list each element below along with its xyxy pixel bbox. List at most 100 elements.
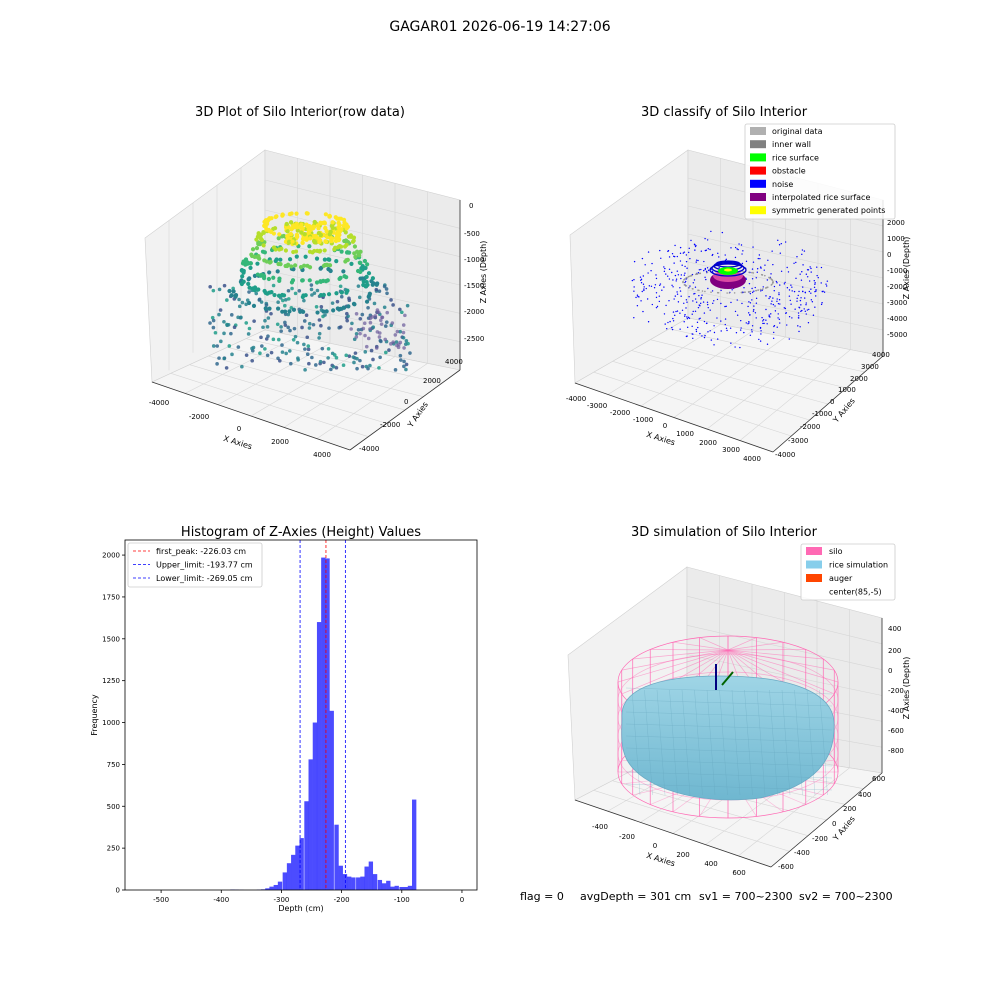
- noise-point: [802, 264, 804, 266]
- inner-wall-point: [751, 271, 753, 274]
- panel1-y-tick: 0: [404, 398, 408, 406]
- noise-point: [751, 299, 753, 301]
- raw-point: [295, 228, 300, 233]
- noise-point: [734, 346, 736, 348]
- raw-point: [227, 288, 232, 294]
- noise-point: [783, 307, 785, 309]
- noise-point: [668, 268, 671, 270]
- noise-point: [763, 322, 765, 325]
- noise-point: [747, 305, 749, 308]
- panel1-gridlines: [168, 158, 461, 439]
- raw-point: [323, 225, 328, 231]
- raw-point: [341, 269, 346, 274]
- noise-point: [774, 310, 777, 312]
- noise-point: [769, 296, 771, 298]
- raw-point: [285, 229, 290, 234]
- legend-swatch: [750, 140, 766, 149]
- raw-point: [247, 285, 252, 290]
- noise-point: [692, 300, 694, 302]
- panel4-x-tick: 0: [653, 842, 657, 850]
- raw-point: [391, 303, 395, 307]
- raw-point: [372, 301, 377, 306]
- panel2-x-ticks: -4000 -3000 -2000 -1000 0 1000 2000 3000…: [566, 395, 761, 463]
- raw-point: [357, 295, 362, 300]
- noise-point: [713, 300, 715, 302]
- raw-point: [302, 263, 307, 268]
- panel1-x-axis-line: [151, 381, 351, 451]
- raw-point: [329, 367, 333, 372]
- noise-point: [786, 287, 789, 289]
- panel1-z-tick: -1500: [464, 282, 484, 290]
- rice-mesh-line: [625, 735, 833, 743]
- noise-point: [703, 312, 706, 314]
- noise-point: [679, 252, 682, 255]
- raw-point: [302, 231, 307, 237]
- raw-point: [286, 325, 290, 330]
- panel1-x-label: X Axies: [222, 434, 253, 451]
- noise-point: [747, 323, 749, 325]
- raw-point: [267, 216, 272, 221]
- noise-point: [734, 310, 737, 313]
- noise-point: [689, 285, 691, 287]
- noise-point: [800, 297, 802, 299]
- noise-point: [710, 230, 712, 233]
- raw-point: [254, 237, 259, 242]
- noise-point: [692, 337, 694, 340]
- noise-point: [716, 338, 719, 340]
- noise-point: [801, 309, 803, 312]
- raw-point: [250, 346, 254, 351]
- raw-point: [293, 291, 298, 296]
- noise-point: [672, 320, 675, 322]
- noise-point: [703, 269, 705, 272]
- raw-point: [364, 299, 370, 304]
- noise-point: [766, 343, 769, 345]
- noise-point: [655, 274, 657, 276]
- noise-point: [676, 293, 679, 295]
- noise-point: [707, 331, 709, 333]
- noise-point: [698, 318, 700, 320]
- inner-wall-point: [697, 289, 699, 292]
- noise-point: [760, 267, 762, 269]
- noise-point: [680, 295, 682, 297]
- noise-point: [810, 288, 812, 290]
- rice-mesh-line: [794, 689, 803, 796]
- raw-point: [334, 355, 339, 360]
- raw-point: [344, 353, 349, 358]
- histogram-bar: [399, 886, 404, 890]
- x-tick-label: -100: [394, 896, 410, 904]
- raw-point: [292, 223, 297, 228]
- panel4-z-tick: 400: [888, 625, 901, 633]
- inner-wall-point: [733, 292, 736, 294]
- raw-point: [304, 211, 309, 216]
- raw-point: [264, 303, 269, 307]
- raw-point: [300, 294, 305, 300]
- noise-point: [658, 300, 661, 303]
- raw-point: [333, 215, 338, 220]
- histogram-bar: [299, 838, 304, 890]
- noise-point: [640, 300, 642, 302]
- inner-wall-point: [771, 283, 773, 286]
- histogram-bar: [351, 877, 356, 890]
- noise-point: [748, 301, 750, 303]
- panel2-y-tick: -2000: [800, 423, 820, 431]
- legend-swatch: [750, 127, 766, 135]
- panel4-x-tick: 400: [704, 860, 717, 868]
- raw-point: [305, 352, 310, 356]
- noise-point: [654, 284, 657, 286]
- raw-point: [213, 330, 218, 335]
- raw-point: [259, 300, 264, 304]
- raw-point: [265, 291, 270, 296]
- noise-point: [753, 305, 755, 307]
- noise-point: [751, 291, 754, 294]
- noise-point: [672, 279, 674, 281]
- noise-point: [660, 257, 662, 259]
- inner-wall-point: [726, 292, 728, 294]
- silo-roof-rib: [621, 649, 729, 695]
- raw-point: [307, 361, 311, 366]
- raw-point: [288, 328, 292, 333]
- raw-point: [333, 238, 339, 244]
- noise-point: [775, 280, 778, 283]
- y-tick-label: 0: [116, 887, 120, 895]
- noise-point: [760, 333, 762, 335]
- raw-point: [269, 311, 273, 316]
